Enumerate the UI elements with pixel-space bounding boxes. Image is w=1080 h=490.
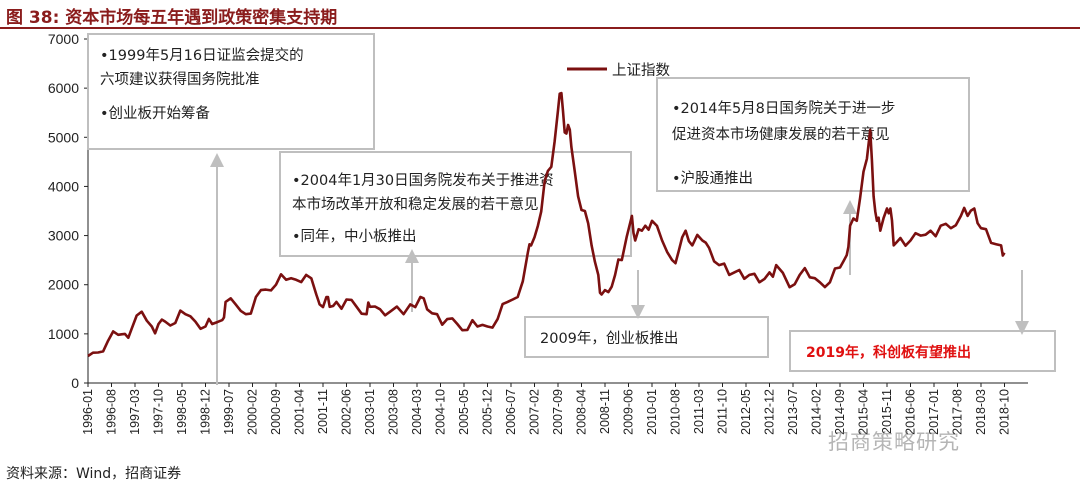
x-tick-label: 2015-04 <box>857 389 871 435</box>
x-tick-label: 2017-08 <box>951 389 965 435</box>
x-tick-label: 2014-09 <box>833 389 847 435</box>
x-tick-label: 2017-01 <box>927 389 941 435</box>
x-tick-label: 2001-04 <box>293 389 307 435</box>
x-tick-label: 1997-03 <box>128 389 142 435</box>
annotation-box <box>789 330 1056 372</box>
x-tick-label: 2010-08 <box>669 389 683 435</box>
x-tick-label: 2003-01 <box>363 389 377 435</box>
x-tick-label: 2015-11 <box>880 389 894 434</box>
x-tick-label: 2016-06 <box>904 389 918 435</box>
x-tick-label: 1996-01 <box>81 389 95 435</box>
legend: 上证指数 <box>567 62 670 79</box>
figure-title: 图 38: 资本市场每五年遇到政策密集支持期 <box>6 8 338 28</box>
y-tick-label: 2000 <box>48 277 79 293</box>
y-tick-label: 5000 <box>48 129 79 145</box>
x-tick-label: 2002-06 <box>340 389 354 435</box>
y-tick-label: 0 <box>71 375 79 391</box>
x-tick-label: 2007-02 <box>528 389 542 435</box>
x-tick-label: 2011-10 <box>716 389 730 434</box>
axes: 0 1000 2000 3000 4000 5000 6000 7000 1996-01 1996… <box>48 31 1028 435</box>
x-tick-label: 2012-05 <box>739 389 753 435</box>
x-tick-label: 2009-06 <box>622 389 636 435</box>
source-note: 资料来源：Wind，招商证券 <box>6 466 182 482</box>
x-tick-label: 1999-07 <box>222 389 236 435</box>
annotation-text: •沪股通推出 <box>672 170 753 187</box>
x-tick-label: 2000-09 <box>269 389 283 435</box>
x-tick-label: 2004-10 <box>434 389 448 435</box>
series-line-shanghai-index <box>87 91 1006 358</box>
x-tick-label: 2012-12 <box>763 389 777 435</box>
x-tick-label: 2018-03 <box>974 389 988 435</box>
annotation-text: •创业板开始筹备 <box>100 104 211 122</box>
annotation-text: 本市场改革开放和稳定发展的若干意见 <box>292 195 539 213</box>
annotation-box <box>656 77 970 192</box>
annotation-text: 六项建议获得国务院批准 <box>100 71 260 88</box>
annotation-text: •2004年1月30日国务院发布关于推进资 <box>292 172 554 189</box>
x-tick-label: 1998-05 <box>175 389 189 435</box>
x-tick-label: 1998-12 <box>199 389 213 435</box>
annotation-text: 促进资本市场健康发展的若干意见 <box>672 125 890 143</box>
annotation-text: 2009年，创业板推出 <box>540 329 678 347</box>
y-tick-label: 4000 <box>48 178 79 194</box>
x-tick-label: 2003-08 <box>387 389 401 435</box>
y-tick-label: 7000 <box>48 31 79 47</box>
y-tick-label: 6000 <box>48 80 79 96</box>
annotation-text: •2014年5月8日国务院关于进一步 <box>672 100 895 117</box>
x-tick-label: 2008-11 <box>598 389 612 434</box>
x-tick-label: 2007-09 <box>551 389 565 435</box>
x-tick-label: 2006-07 <box>504 389 518 435</box>
title-rule <box>0 27 1080 29</box>
x-tick-label: 2005-12 <box>481 389 495 435</box>
y-tick-label: 1000 <box>48 326 79 342</box>
x-tick-label: 2018-10 <box>998 389 1012 435</box>
x-tick-label: 1997-10 <box>152 389 166 435</box>
x-tick-label: 2001-11 <box>316 389 330 434</box>
legend-label: 上证指数 <box>612 62 670 79</box>
x-tick-label: 2014-02 <box>810 389 824 435</box>
x-tick-label: 2008-04 <box>575 389 589 435</box>
annotation-box <box>87 33 375 150</box>
x-tick-label: 1996-08 <box>105 389 119 435</box>
x-tick-label: 2011-03 <box>692 389 706 434</box>
x-tick-label: 2010-01 <box>645 389 659 435</box>
x-tick-label: 2013-07 <box>786 389 800 435</box>
annotation-text: 2019年，科创板有望推出 <box>806 344 971 361</box>
annotation-text: •同年，中小板推出 <box>292 227 417 245</box>
x-tick-label: 2000-02 <box>246 389 260 435</box>
annotation-box <box>524 316 769 358</box>
annotation-text: •1999年5月16日证监会提交的 <box>100 46 304 64</box>
y-tick-label: 3000 <box>48 228 79 244</box>
watermark: 招商策略研究 <box>828 430 960 454</box>
x-tick-label: 2005-05 <box>457 389 471 435</box>
annotation-box <box>279 151 632 257</box>
x-tick-label: 2004-03 <box>410 389 424 435</box>
series <box>87 91 1006 358</box>
